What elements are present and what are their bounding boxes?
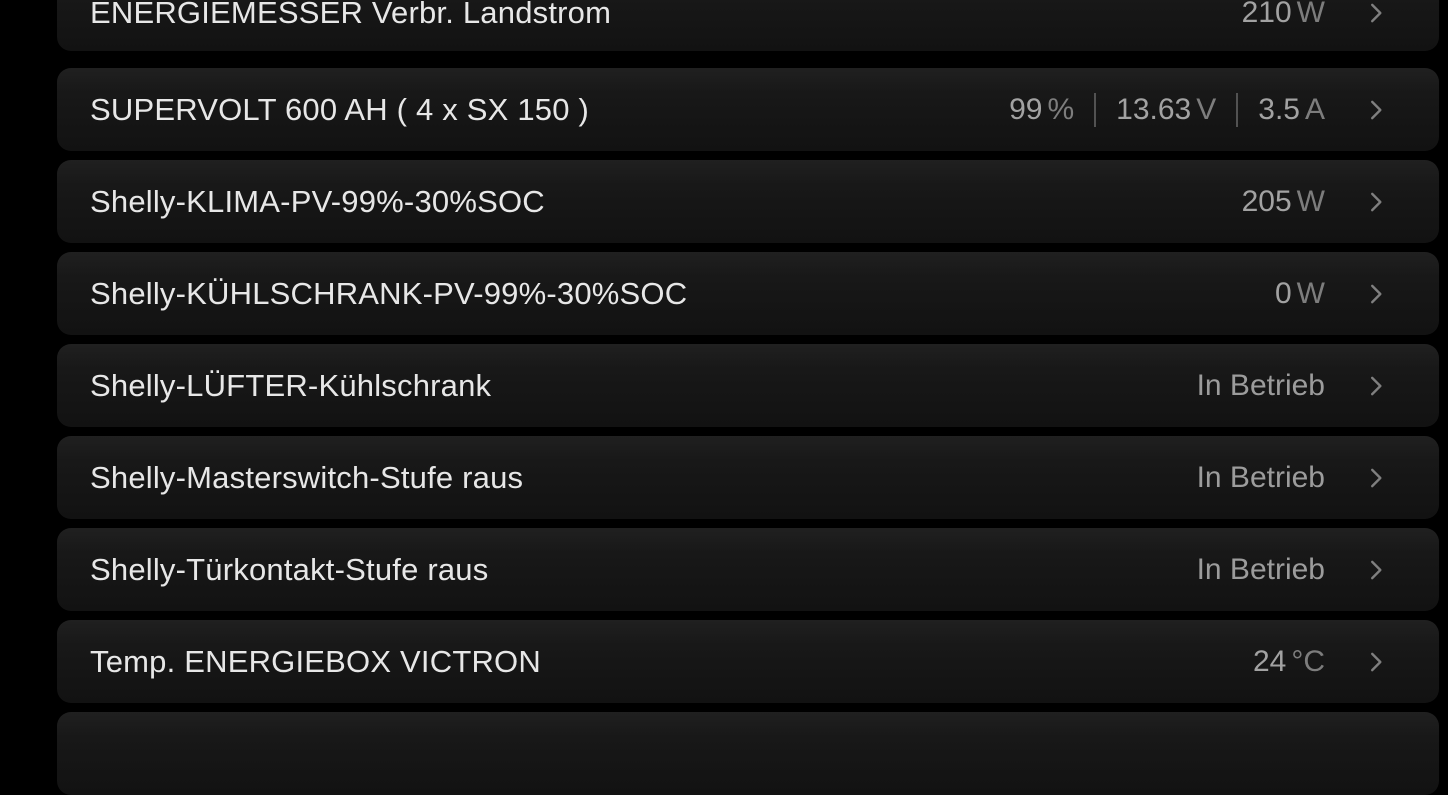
value-divider [1236, 92, 1239, 127]
device-label: Shelly-Masterswitch-Stufe raus [90, 459, 524, 495]
device-row[interactable]: Shelly-Masterswitch-Stufe raus In Betrie… [57, 436, 1439, 519]
value-unit: V [1196, 92, 1217, 126]
chevron-right-icon [1363, 462, 1389, 494]
chevron-right-icon [1363, 186, 1389, 218]
status-text: In Betrieb [1196, 368, 1325, 402]
value-number: 99 [1009, 92, 1043, 126]
device-row[interactable] [57, 712, 1439, 795]
device-label: Shelly-Türkontakt-Stufe raus [90, 551, 489, 587]
device-list: ENERGIEMESSER Verbr. Landstrom 210 W SUP… [57, 0, 1439, 795]
value-unit: W [1296, 184, 1325, 218]
chevron-right-icon [1363, 370, 1389, 402]
device-label: Shelly-KLIMA-PV-99%-30%SOC [90, 183, 545, 219]
device-value: 210 W [1242, 0, 1325, 30]
value-number: 0 [1274, 276, 1292, 310]
chevron-right-icon [1363, 0, 1389, 29]
device-label: SUPERVOLT 600 AH ( 4 x SX 150 ) [90, 91, 589, 127]
chevron-right-icon [1363, 646, 1389, 678]
chevron-right-icon [1363, 94, 1389, 126]
device-row[interactable]: SUPERVOLT 600 AH ( 4 x SX 150 ) 99 % 13.… [57, 68, 1439, 151]
device-value: 205 W [1242, 185, 1325, 219]
value-number: 24 [1252, 644, 1287, 678]
device-label: ENERGIEMESSER Verbr. Landstrom [90, 0, 612, 30]
device-row[interactable]: Shelly-LÜFTER-Kühlschrank In Betrieb [57, 344, 1439, 427]
device-label: Temp. ENERGIEBOX VICTRON [90, 643, 541, 679]
status-text: In Betrieb [1196, 460, 1325, 494]
chevron-right-icon [1363, 554, 1389, 586]
value-unit: °C [1291, 644, 1325, 678]
value-divider [1094, 92, 1097, 127]
value-number: 13.63 [1116, 92, 1192, 126]
value-unit: A [1304, 92, 1325, 126]
device-row[interactable]: ENERGIEMESSER Verbr. Landstrom 210 W [57, 0, 1439, 51]
device-row[interactable]: Shelly-KLIMA-PV-99%-30%SOC 205 W [57, 160, 1439, 243]
device-row[interactable]: Shelly-KÜHLSCHRANK-PV-99%-30%SOC 0 W [57, 252, 1439, 335]
chevron-right-icon [1363, 278, 1389, 310]
device-label: Shelly-LÜFTER-Kühlschrank [90, 367, 492, 403]
value-number: 3.5 [1258, 92, 1300, 126]
device-status: In Betrieb [1197, 369, 1325, 403]
value-unit: W [1296, 276, 1325, 310]
device-value: 24 °C [1253, 645, 1325, 679]
device-label: Shelly-KÜHLSCHRANK-PV-99%-30%SOC [90, 275, 688, 311]
device-row[interactable]: Shelly-Türkontakt-Stufe raus In Betrieb [57, 528, 1439, 611]
device-row[interactable]: Temp. ENERGIEBOX VICTRON 24 °C [57, 620, 1439, 703]
value-unit: % [1047, 92, 1075, 126]
device-status: In Betrieb [1197, 553, 1325, 587]
value-unit: W [1296, 0, 1325, 29]
value-number: 210 [1241, 0, 1292, 29]
device-value: 0 W [1275, 277, 1325, 311]
device-status: In Betrieb [1197, 461, 1325, 495]
device-value: 99 % 13.63 V 3.5 A [1009, 92, 1325, 127]
status-text: In Betrieb [1196, 552, 1325, 586]
value-number: 205 [1241, 184, 1292, 218]
